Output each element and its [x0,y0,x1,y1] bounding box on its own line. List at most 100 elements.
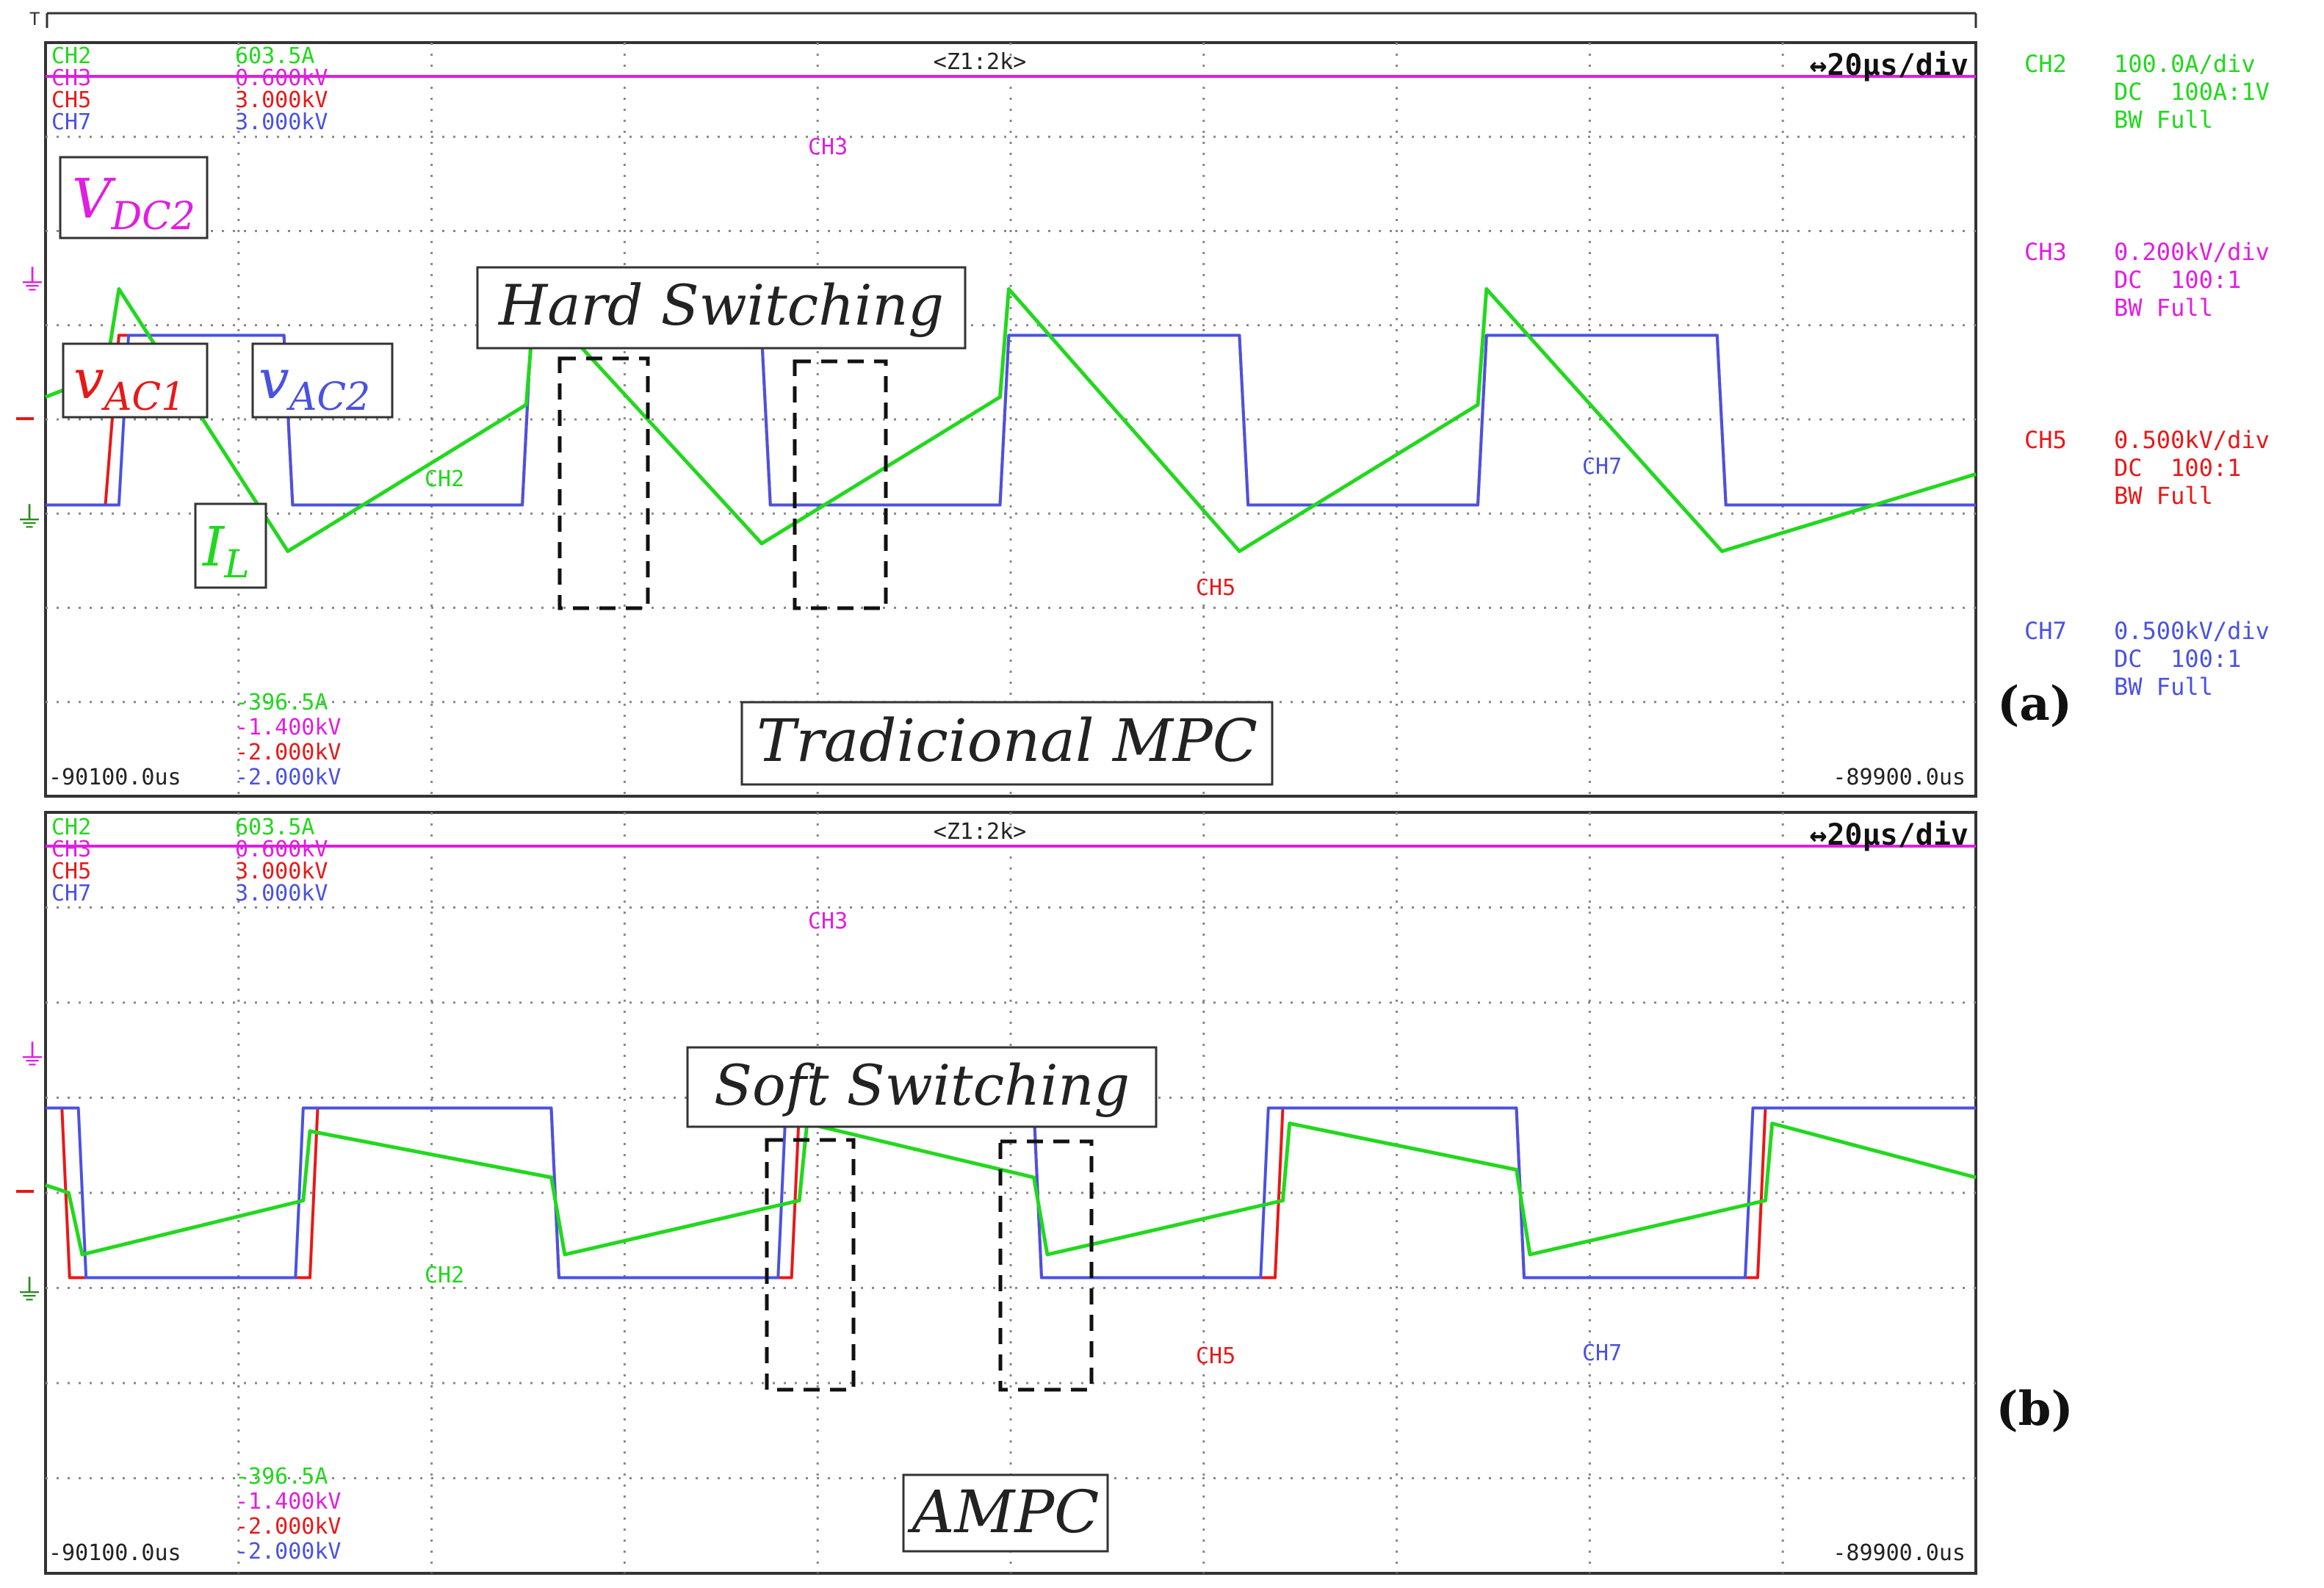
trace-label-ch5: CH5 [1196,575,1235,601]
settings-coupling: DC 100A:1V [2114,78,2270,106]
channel-settings-ch3: CH3 0.200kV/div DC 100:1 BW Full [2024,238,2270,322]
readout-min-value: -2.000kV [235,1514,342,1540]
svg-text:VDC2: VDC2 [72,167,195,239]
channel-settings-ch5: CH5 0.500kV/div DC 100:1 BW Full [2024,426,2270,510]
panel-a-timebase: ↔20μs/div [1809,48,1968,82]
svg-text:vAC2: vAC2 [259,348,370,419]
settings-channel: CH5 [2024,426,2067,454]
panel-b-readouts-top: CH2 603.5A CH3 0.600kV CH5 3.000kV CH7 3… [51,815,328,906]
readout-min-value: -2.000kV [235,740,342,765]
panel-a-zoom: <Z1:2k> [934,49,1026,75]
dashed-highlight-box [793,359,888,610]
svg-text:⏚: ⏚ [18,1039,47,1072]
panel-b-switching-annotation: Soft Switching [686,1046,1158,1392]
settings-coupling: DC 100:1 [2114,454,2241,482]
panel-a: ⏚ ⏚ <Z1:2k> ↔20μs/div CH2 603.5A CH3 0.6… [15,41,1977,798]
settings-scale: 0.500kV/div [2114,617,2270,645]
settings-channel: CH3 [2024,238,2067,266]
settings-bandwidth: BW Full [2114,482,2213,510]
panel-b-grid [46,812,1976,1573]
settings-coupling: DC 100:1 [2114,266,2241,294]
panel-b-zoom: <Z1:2k> [934,819,1026,845]
svg-text:⏚: ⏚ [18,264,47,297]
panel-b: ⏚ ⏚ <Z1:2k> ↔20μs/div CH2 603.5A CH3 0.6… [15,811,1977,1575]
readout-min-value: -1.400kV [235,715,342,740]
switching-label: Hard Switching [497,273,944,338]
readout-ch-value: 603.5A [235,43,314,69]
svg-text:vAC1: vAC1 [73,348,185,419]
panel-b-method: AMPC [902,1473,1109,1553]
readout-min-value: -396.5A [235,1464,328,1490]
trace-ch2 [45,287,1977,553]
svg-text:IL: IL [201,516,250,587]
panel-b-letter: (b) [1996,1382,2073,1437]
top-ruler: T [29,9,1977,29]
readout-min-value: -2.000kV [235,765,342,790]
svg-text:T: T [29,9,40,29]
readout-ch-label: CH7 [51,109,91,135]
panel-a-level-markers: ⏚ ⏚ [15,264,47,535]
channel-settings-panel: CH2 100.0A/div DC 100A:1V BW Full CH3 0.… [2024,50,2270,701]
readout-ch-value: 603.5A [235,815,314,840]
panel-a-grid [46,43,1976,796]
label-il: IL [194,502,267,589]
settings-bandwidth: BW Full [2114,673,2213,701]
label-vac2: vAC2 [251,342,394,419]
settings-scale: 0.500kV/div [2114,426,2270,454]
readout-ch-value: 3.000kV [235,881,328,906]
panel-a-switching-annotation: Hard Switching [476,266,967,610]
readout-ch-value: 0.600kV [235,837,328,862]
panel-a-method: Tradicional MPC [740,701,1274,786]
trace-label-ch3: CH3 [808,134,848,160]
svg-text:⏚: ⏚ [15,1274,44,1307]
settings-coupling: DC 100:1 [2114,645,2241,673]
readout-ch-label: CH3 [51,837,91,862]
trace-label-ch3: CH3 [808,909,848,934]
svg-text:⏚: ⏚ [15,501,44,535]
readout-ch-value: 3.000kV [235,859,328,884]
panel-a-readouts-bottom: -396.5A -1.400kV -2.000kV -2.000kV [235,690,342,790]
trace-label-ch2: CH2 [425,466,464,492]
switching-label: Soft Switching [714,1053,1130,1118]
readout-ch-value: 0.600kV [235,65,328,91]
readout-ch-label: CH2 [51,43,91,69]
dashed-highlight-box [765,1138,856,1392]
settings-scale: 0.200kV/div [2114,238,2270,266]
trace-ch7 [46,333,1976,507]
panel-b-timebase: ↔20μs/div [1809,818,1968,852]
panel-b-level-markers: ⏚ ⏚ [15,1039,47,1307]
panel-a-letter: (a) [1997,676,2072,732]
panel-b-time-left: -90100.0us [48,1540,181,1566]
readout-ch-label: CH7 [51,881,91,906]
panel-b-frame [44,811,1977,1575]
trace-label-ch5: CH5 [1196,1343,1235,1369]
readout-min-value: -396.5A [235,690,328,715]
panel-a-readouts-top: CH2 603.5A CH3 0.600kV CH5 3.000kV CH7 3… [51,43,328,135]
panel-a-time-left: -90100.0us [48,765,181,790]
label-vac1: vAC1 [62,342,209,419]
dashed-highlight-box [998,1139,1094,1392]
readout-ch-label: CH3 [51,65,91,91]
readout-ch-label: CH5 [51,859,91,884]
settings-bandwidth: BW Full [2114,294,2213,322]
readout-min-value: -1.400kV [235,1489,342,1515]
readout-ch-value: 3.000kV [235,109,328,135]
settings-channel: CH2 [2024,50,2067,78]
trace-label-ch2: CH2 [425,1263,464,1288]
readout-ch-label: CH5 [51,87,91,113]
channel-settings-ch2: CH2 100.0A/div DC 100A:1V BW Full [2024,50,2270,134]
settings-bandwidth: BW Full [2114,106,2213,134]
trace-label-ch7: CH7 [1582,454,1622,480]
readout-min-value: -2.000kV [235,1539,342,1564]
label-vdc2: VDC2 [59,156,209,239]
channel-settings-ch7: CH7 0.500kV/div DC 100:1 BW Full [2024,617,2270,701]
panel-a-time-right: -89900.0us [1833,765,1966,790]
readout-ch-value: 3.000kV [235,87,328,113]
panel-b-readouts-bottom: -396.5A -1.400kV -2.000kV -2.000kV [235,1464,342,1564]
trace-label-ch7: CH7 [1582,1340,1622,1366]
method-label: Tradicional MPC [757,707,1257,775]
readout-ch-label: CH2 [51,815,91,840]
settings-channel: CH7 [2024,617,2067,645]
dashed-highlight-box [557,356,650,610]
